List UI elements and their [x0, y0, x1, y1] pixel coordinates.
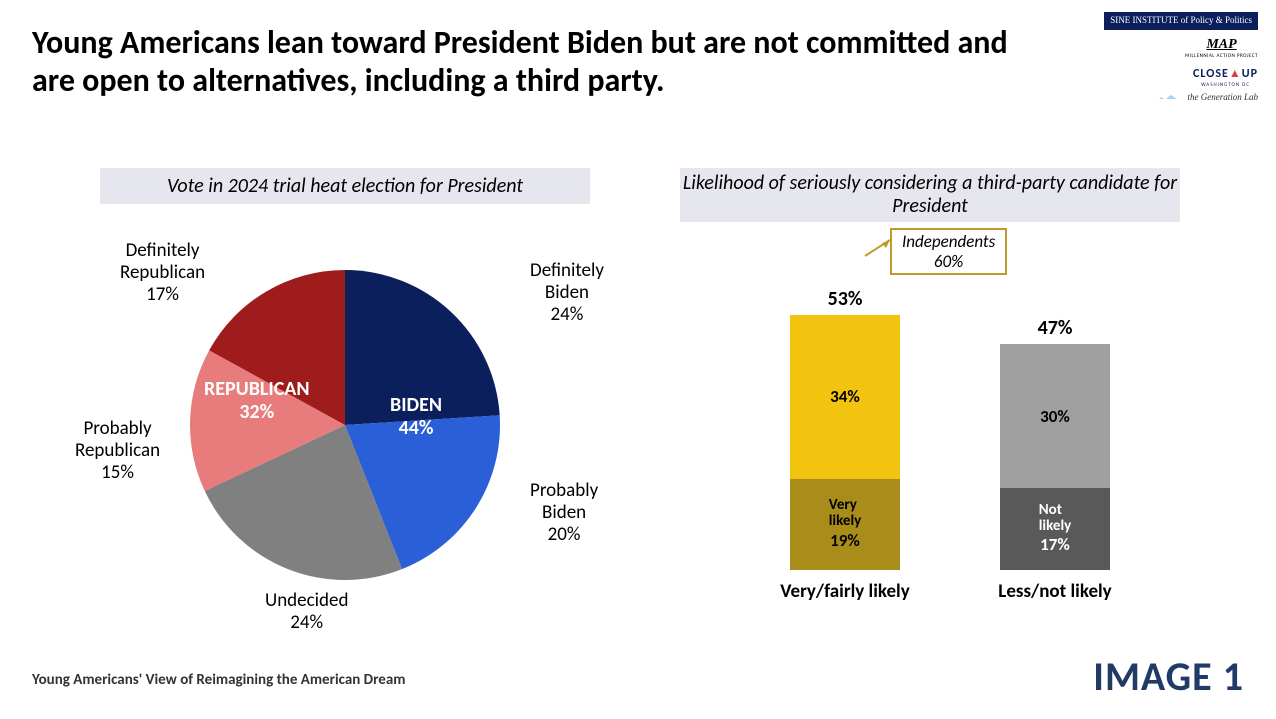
bar-total-label: 47%: [1000, 316, 1110, 340]
pie-center-label: REPUBLICAN32%: [204, 378, 310, 424]
footer-source: Young Americans' View of Reimagining the…: [32, 671, 405, 689]
logo-block: SINE INSTITUTE of Policy & Politics MAP …: [1104, 12, 1258, 103]
bar-segment: 34%: [790, 315, 900, 479]
pie-svg: [190, 270, 500, 580]
logo-map: MAP MILLENNIAL ACTION PROJECT: [1185, 34, 1258, 59]
bar-category-label: Less/not likely: [970, 580, 1140, 603]
stacked-bar-chart: 53% Very likely19%34% Very/fairly likely 47…: [760, 270, 1140, 610]
pie-center-label: BIDEN44%: [390, 394, 442, 440]
logo-closeup: CLOSE▲UP WASHINGTON DC: [1193, 63, 1258, 88]
logo-sine: SINE INSTITUTE of Policy & Politics: [1104, 12, 1258, 30]
callout-box: Independents60%: [890, 228, 1007, 275]
bar-total-label: 53%: [790, 287, 900, 311]
pie-slice-label: DefinitelyRepublican17%: [120, 240, 205, 306]
page-title: Young Americans lean toward President Bi…: [32, 24, 1032, 101]
bar-segment: 30%: [1000, 344, 1110, 488]
pie-slice-label: ProbablyBiden20%: [530, 480, 598, 546]
bar-chart-header: Likelihood of seriously considering a th…: [680, 168, 1180, 222]
footer-image-id: IMAGE 1: [1093, 652, 1244, 701]
bar-category-label: Very/fairly likely: [760, 580, 930, 603]
pie-chart: DefinitelyBiden24%ProbablyBiden20%Undeci…: [190, 270, 500, 580]
logo-genlab: the Generation Lab: [1156, 92, 1259, 103]
pie-slice-label: Undecided24%: [265, 590, 348, 634]
pie-chart-header: Vote in 2024 trial heat election for Pre…: [100, 168, 590, 204]
bar-segment: Very likely19%: [790, 479, 900, 570]
bar-segment: Not likely17%: [1000, 488, 1110, 570]
pie-slice-label: ProbablyRepublican15%: [75, 418, 160, 484]
pie-slice-label: DefinitelyBiden24%: [530, 260, 604, 326]
